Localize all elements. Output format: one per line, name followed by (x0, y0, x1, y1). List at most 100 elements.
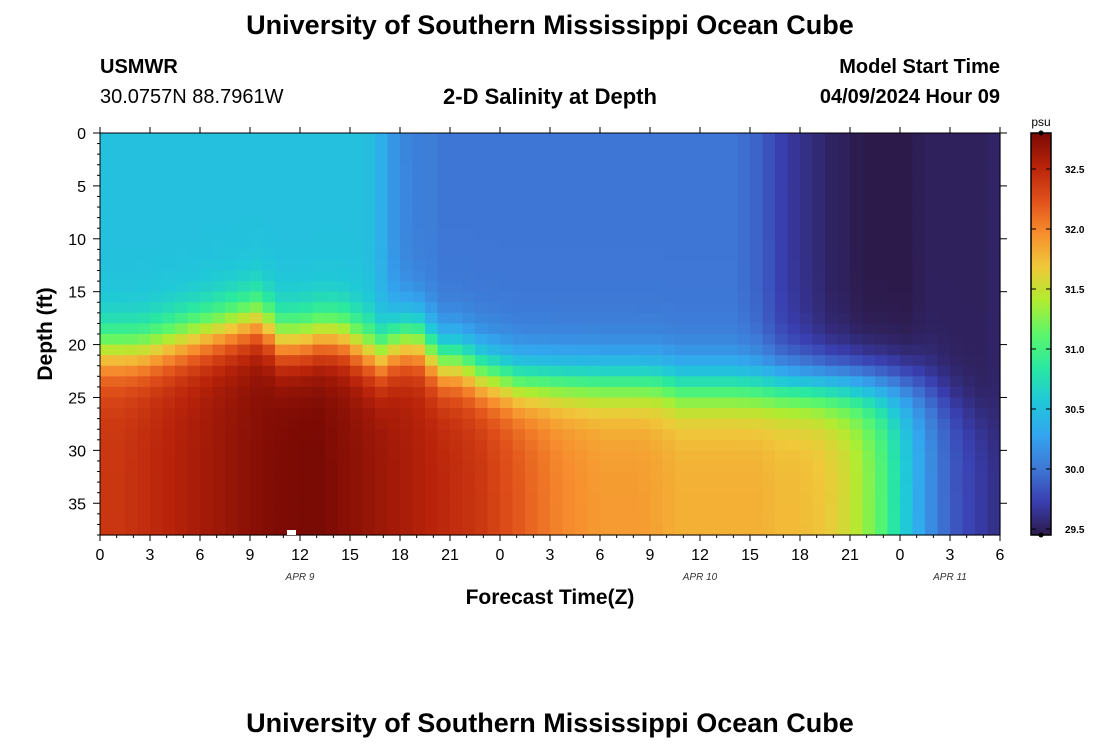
heatmap-cell (325, 418, 339, 430)
heatmap-cell (675, 207, 689, 219)
heatmap-cell (725, 524, 739, 536)
heatmap-cell (712, 418, 726, 430)
heatmap-cell (462, 281, 476, 293)
heatmap-cell (887, 460, 901, 473)
heatmap-cell (450, 513, 464, 526)
heatmap-cell (675, 154, 689, 166)
heatmap-cell (137, 249, 151, 261)
heatmap-cell (925, 323, 939, 335)
heatmap-cell (812, 460, 826, 473)
heatmap-cell (212, 386, 226, 399)
heatmap-cell (887, 281, 901, 293)
heatmap-cell (675, 460, 689, 473)
heatmap-cell (450, 228, 464, 240)
heatmap-cell (612, 291, 626, 303)
heatmap-cell (850, 302, 864, 314)
heatmap-cell (912, 207, 926, 219)
heatmap-cell (512, 281, 526, 293)
heatmap-cell (300, 281, 314, 293)
heatmap-cell (525, 270, 539, 282)
heatmap-cell (750, 207, 764, 219)
heatmap-cell (462, 249, 476, 261)
heatmap-cell (262, 450, 276, 462)
heatmap-cell (150, 334, 164, 346)
x-tick-label: 18 (791, 547, 809, 564)
heatmap-cell (875, 397, 889, 409)
heatmap-cell (762, 503, 776, 515)
heatmap-cell (662, 281, 676, 293)
heatmap-cell (475, 270, 489, 282)
heatmap-cell (950, 397, 964, 409)
heatmap-cell (412, 281, 426, 293)
heatmap-cell (475, 143, 489, 155)
heatmap-cell (800, 323, 814, 335)
heatmap-cell (775, 175, 789, 187)
heatmap-cell (850, 291, 864, 303)
colorbar-tick-label: 30.0 (1065, 465, 1085, 476)
heatmap-cell (637, 418, 651, 430)
heatmap-cell (462, 524, 476, 536)
heatmap-cell (875, 207, 889, 219)
heatmap-cell (387, 133, 401, 145)
heatmap-cell (937, 270, 951, 282)
heatmap-cell (275, 175, 289, 187)
heatmap-cell (737, 175, 751, 187)
heatmap-cell (850, 154, 864, 166)
heatmap-cell (550, 408, 564, 420)
heatmap-cell (400, 450, 414, 462)
heatmap-cell (925, 450, 939, 462)
heatmap-cell (987, 524, 1001, 536)
heatmap-cell (625, 259, 639, 272)
heatmap-cell (225, 196, 239, 208)
heatmap-cell (575, 323, 589, 335)
heatmap-cell (150, 291, 164, 303)
heatmap-cell (450, 323, 464, 335)
heatmap-cell (275, 471, 289, 483)
heatmap-cell (350, 376, 364, 388)
heatmap-cell (962, 365, 976, 377)
heatmap-cell (737, 185, 751, 198)
heatmap-cell (337, 397, 351, 409)
heatmap-cell (687, 386, 701, 399)
heatmap-cell (850, 397, 864, 409)
heatmap-cell (112, 460, 126, 473)
heatmap-cell (562, 450, 576, 462)
heatmap-cell (275, 482, 289, 494)
heatmap-cell (400, 154, 414, 166)
heatmap-cell (437, 185, 451, 198)
heatmap-cell (700, 259, 714, 272)
heatmap-cell (262, 503, 276, 515)
heatmap-cell (187, 249, 201, 261)
heatmap-cell (250, 281, 264, 293)
heatmap-cell (125, 460, 139, 473)
heatmap-cell (612, 207, 626, 219)
heatmap-cell (400, 238, 414, 250)
heatmap-cell (425, 281, 439, 293)
heatmap-cell (300, 143, 314, 155)
heatmap-cell (237, 365, 251, 377)
heatmap-cell (637, 386, 651, 399)
heatmap-cell (812, 513, 826, 526)
heatmap-cell (675, 185, 689, 198)
heatmap-cell (737, 217, 751, 229)
heatmap-cell (762, 217, 776, 229)
heatmap-cell (812, 154, 826, 166)
heatmap-cell (175, 259, 189, 272)
heatmap-cell (175, 143, 189, 155)
heatmap-cell (562, 334, 576, 346)
heatmap-cell (987, 513, 1001, 526)
heatmap-cell (462, 259, 476, 272)
heatmap-cell (650, 323, 664, 335)
heatmap-cell (412, 450, 426, 462)
heatmap-cell (375, 154, 389, 166)
heatmap-cell (575, 365, 589, 377)
heatmap-cell (487, 355, 501, 367)
heatmap-cell (162, 154, 176, 166)
heatmap-cell (612, 355, 626, 367)
heatmap-cell (925, 460, 939, 473)
heatmap-cell (312, 355, 326, 367)
heatmap-cell (825, 259, 839, 272)
heatmap-cell (725, 429, 739, 441)
heatmap-cell (200, 323, 214, 335)
heatmap-cell (387, 492, 401, 504)
